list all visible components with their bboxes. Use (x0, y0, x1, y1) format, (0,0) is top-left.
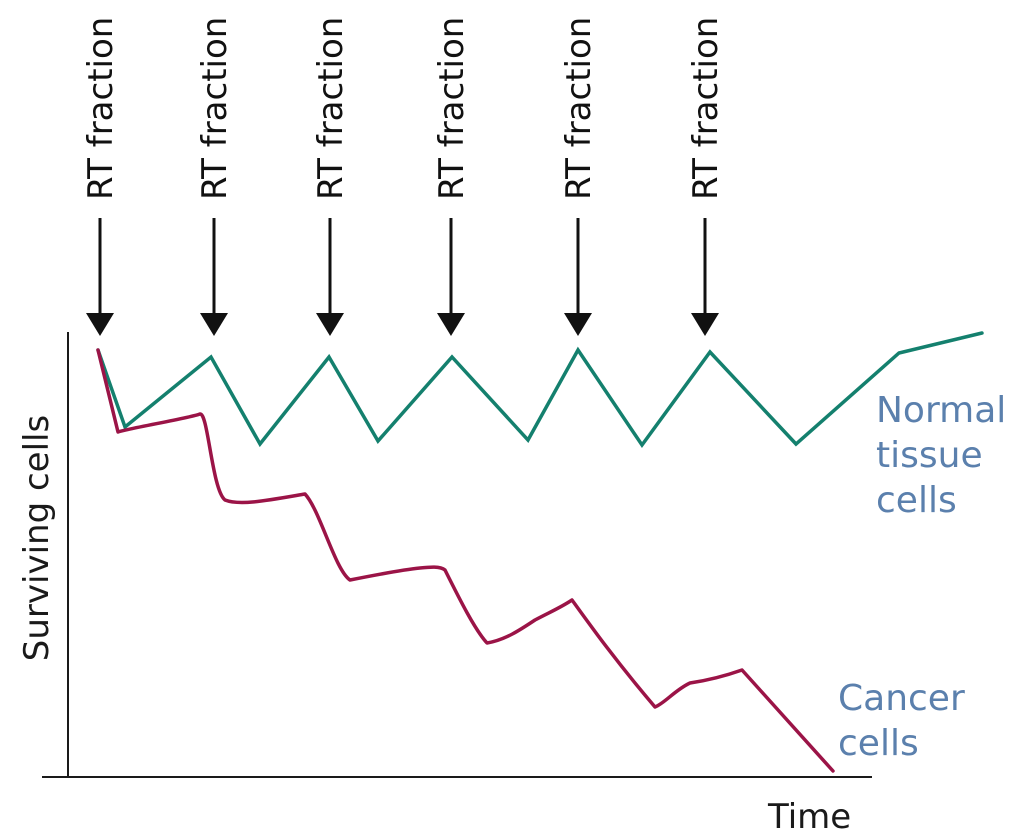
rt-fraction-marker-2: RT fraction (195, 17, 235, 336)
cancer-label-line-1: Cancer (838, 678, 965, 719)
arrow-head-icon (86, 313, 114, 336)
y-axis-label: Surviving cells (17, 415, 57, 661)
arrow-head-icon (200, 313, 228, 336)
rt-fraction-label: RT fraction (311, 17, 351, 200)
arrow-head-icon (564, 313, 592, 336)
normal-label-line-3: cells (876, 480, 957, 521)
rt-fraction-label: RT fraction (81, 17, 121, 200)
cancer-cells-curve (96, 348, 835, 773)
normal-label-line-1: Normal (876, 390, 1006, 431)
rt-fraction-marker-6: RT fraction (686, 17, 726, 336)
normal-tissue-label: Normal tissue cells (876, 390, 1016, 521)
x-axis-label: Time (767, 797, 851, 837)
normal-tissue-curve (96, 331, 984, 449)
rt-fraction-marker-4: RT fraction (432, 17, 472, 336)
arrow-head-icon (316, 313, 344, 336)
cancer-label-line-2: cells (838, 723, 919, 764)
rt-fraction-marker-3: RT fraction (311, 17, 351, 336)
cancer-cells-label: Cancer cells (838, 678, 976, 764)
rt-fraction-label: RT fraction (559, 17, 599, 200)
arrow-head-icon (691, 313, 719, 336)
rt-fraction-marker-1: RT fraction (81, 17, 121, 336)
normal-label-line-2: tissue (876, 435, 983, 476)
rt-fraction-label: RT fraction (195, 17, 235, 200)
rt-fraction-label: RT fraction (686, 17, 726, 200)
rt-fraction-label: RT fraction (432, 17, 472, 200)
arrow-head-icon (437, 313, 465, 336)
rt-fraction-marker-5: RT fraction (559, 17, 599, 336)
